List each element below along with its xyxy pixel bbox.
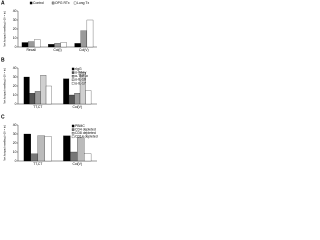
- legend-swatch: [71, 124, 75, 128]
- x-tick-label: Col(V): [72, 105, 82, 109]
- bar: [84, 153, 92, 162]
- legend-label: rIgG: [75, 67, 82, 71]
- panel-label: B: [1, 57, 5, 63]
- bar: [44, 136, 52, 162]
- bar: [29, 93, 36, 105]
- legend-swatch: [71, 67, 75, 71]
- y-tick-label: 40: [13, 123, 17, 127]
- legend-label: Lung Tx: [77, 1, 89, 5]
- panel-label: A: [1, 0, 5, 6]
- legend-swatch: [71, 71, 75, 74]
- y-tick-label: 20: [13, 84, 17, 88]
- bar: [54, 43, 61, 48]
- y-tick-label: 20: [13, 27, 17, 31]
- y-tick-label: 30: [13, 75, 17, 79]
- bar: [60, 42, 67, 48]
- bar: [70, 151, 78, 162]
- legend-swatch: [29, 1, 33, 5]
- bar: [85, 90, 92, 105]
- y-tick-label: 0: [15, 102, 17, 106]
- legend-swatch: [73, 1, 77, 5]
- bar: [45, 85, 52, 105]
- y-tick-label: 20: [13, 141, 17, 145]
- legend-label: α-IFN-γ: [75, 70, 87, 74]
- y-axis-label: Net footpad swelling (×10⁻⁴ in): [3, 125, 7, 161]
- bar: [74, 43, 81, 48]
- y-axis-label: Net footpad swelling (×10⁻⁴ in): [3, 11, 7, 47]
- bar: [37, 135, 45, 162]
- bar: [63, 78, 70, 105]
- legend-swatch: [71, 128, 75, 131]
- bar: [27, 41, 35, 48]
- y-tick-label: 30: [13, 18, 17, 22]
- y-tick-label: 0: [15, 159, 17, 163]
- legend-label: α-TNF-α: [75, 74, 88, 78]
- x-tick-label: TT,CT: [33, 105, 42, 109]
- legend-swatch: [71, 131, 75, 135]
- y-tick-label: 10: [13, 36, 17, 40]
- bar: [74, 93, 81, 105]
- legend-swatch: [71, 82, 75, 85]
- bar: [80, 30, 88, 48]
- y-tick-label: 10: [13, 150, 17, 154]
- legend-swatch: [71, 78, 75, 82]
- bar: [86, 19, 94, 48]
- y-tick-label: 40: [13, 66, 17, 70]
- y-tick-label: 10: [13, 93, 17, 97]
- legend-label: CD8 depleted: [75, 131, 96, 135]
- bar: [77, 137, 85, 162]
- legend-label: Control: [33, 1, 44, 5]
- x-tick-label: Col(I): [53, 48, 61, 52]
- figure: A Net footpad swelling (×10⁻⁴ in) 0 10 20 30 4…: [1, 0, 98, 166]
- legend-label: CD14 depleted: [75, 135, 98, 139]
- y-tick-label: 40: [13, 9, 17, 13]
- legend-label: α-IL-17: [75, 81, 86, 85]
- bar: [79, 72, 86, 105]
- legend-swatch: [71, 74, 75, 78]
- x-tick-label: Col(V): [72, 162, 82, 166]
- x-tick-label: Recall: [26, 48, 36, 52]
- bar: [34, 39, 41, 48]
- y-tick-label: 0: [15, 45, 17, 49]
- y-axis-label: Net footpad swelling (×10⁻⁴ in): [3, 68, 7, 104]
- legend-label: CD4 depleted: [75, 127, 96, 131]
- bar: [68, 94, 75, 105]
- panel-label: C: [1, 114, 5, 120]
- y-tick-label: 30: [13, 132, 17, 136]
- legend-label: OPG RTx: [55, 1, 70, 5]
- bar: [23, 133, 31, 162]
- bar: [30, 153, 38, 162]
- legend-swatch: [51, 1, 55, 5]
- bar: [34, 91, 41, 105]
- legend-label: α-IL-10: [75, 78, 86, 82]
- x-tick-label: Col(V): [79, 48, 89, 52]
- bar: [48, 44, 55, 48]
- bar: [40, 75, 47, 105]
- legend-swatch: [71, 135, 75, 139]
- bar: [63, 135, 71, 162]
- bar: [21, 42, 29, 48]
- x-tick-label: TT,CT: [33, 162, 42, 166]
- legend-label: PBMC: [75, 124, 85, 128]
- bar: [23, 76, 30, 105]
